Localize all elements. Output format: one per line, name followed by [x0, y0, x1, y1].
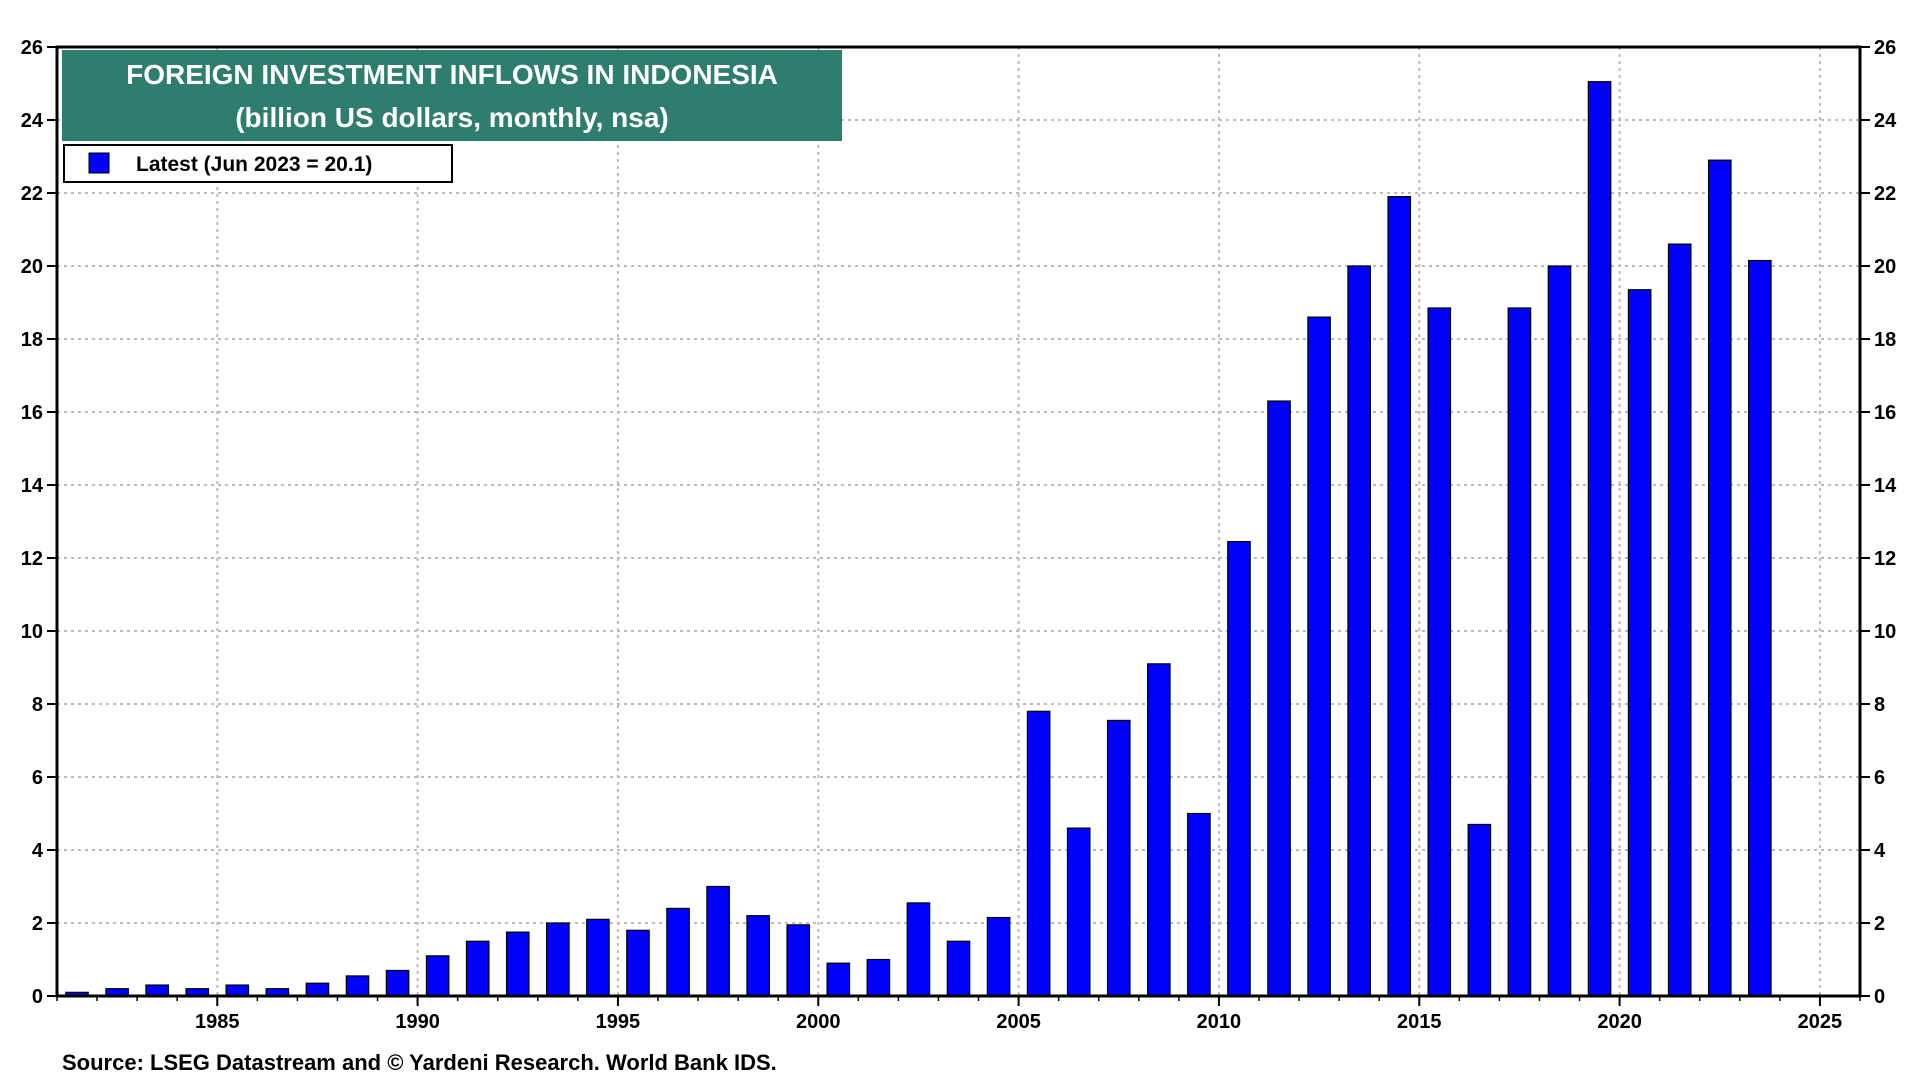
- legend-box: [63, 144, 453, 183]
- bar: [225, 984, 250, 997]
- bar: [465, 940, 490, 997]
- y-tick-label-right: 12: [1874, 548, 1896, 570]
- x-tick-label: 2005: [996, 1011, 1041, 1033]
- y-tick-label-left: 22: [21, 183, 43, 205]
- title-background: [62, 50, 842, 141]
- y-tick-label-left: 18: [21, 329, 43, 351]
- x-tick-label: 1985: [195, 1011, 240, 1033]
- y-tick-label-left: 20: [21, 256, 43, 278]
- x-tick-label: 2025: [1798, 1011, 1843, 1033]
- y-tick-label-left: 0: [32, 986, 43, 1008]
- bar: [305, 982, 330, 997]
- bar: [1106, 719, 1131, 997]
- bar: [1227, 540, 1251, 997]
- plot-frame: [55, 45, 1862, 998]
- y-tick-label-right: 22: [1874, 183, 1896, 205]
- y-tick-label-left: 14: [21, 475, 44, 497]
- bar: [1748, 259, 1772, 997]
- bar: [1147, 663, 1171, 997]
- legend-swatch: [88, 152, 110, 174]
- x-tick-label: 2015: [1397, 1011, 1442, 1033]
- bar: [425, 955, 450, 997]
- y-tick-label-right: 8: [1874, 694, 1885, 716]
- y-tick-label-right: 20: [1874, 256, 1896, 278]
- bar: [1547, 265, 1572, 997]
- bar: [505, 931, 530, 997]
- bar: [946, 940, 971, 997]
- bar: [986, 916, 1011, 997]
- bar: [666, 907, 690, 997]
- bar: [385, 969, 410, 997]
- x-tick-label: 2010: [1197, 1011, 1242, 1033]
- title-box: FOREIGN INVESTMENT INFLOWS IN INDONESIA …: [62, 50, 842, 141]
- y-tick-label-left: 24: [21, 110, 44, 132]
- bar: [1187, 812, 1211, 997]
- chart-title: FOREIGN INVESTMENT INFLOWS IN INDONESIA: [126, 59, 778, 90]
- y-tick-label-left: 16: [21, 402, 43, 424]
- x-tick-label: 2000: [796, 1011, 841, 1033]
- chart-subtitle: (billion US dollars, monthly, nsa): [235, 102, 669, 133]
- y-tick-label-right: 10: [1874, 621, 1896, 643]
- legend: Latest (Jun 2023 = 20.1): [63, 144, 453, 183]
- y-tick-label-right: 14: [1874, 475, 1897, 497]
- y-tick-label-right: 24: [1874, 110, 1897, 132]
- y-tick-label-right: 18: [1874, 329, 1896, 351]
- y-tick-label-left: 6: [32, 767, 43, 789]
- bar: [866, 958, 891, 997]
- bar: [706, 885, 730, 997]
- bar: [1707, 159, 1732, 997]
- bar: [1587, 81, 1612, 997]
- bar: [1507, 307, 1532, 997]
- bar: [1026, 710, 1051, 997]
- bar: [786, 924, 811, 997]
- bar: [826, 962, 851, 997]
- legend-label: Latest (Jun 2023 = 20.1): [136, 153, 372, 176]
- bar: [546, 922, 570, 997]
- y-tick-label-right: 2: [1874, 913, 1885, 935]
- y-tick-label-left: 8: [32, 694, 43, 716]
- x-tick-label: 2020: [1597, 1011, 1642, 1033]
- source-note: Source: LSEG Datastream and © Yardeni Re…: [62, 1050, 777, 1075]
- y-tick-label-left: 12: [21, 548, 43, 570]
- bar: [746, 915, 770, 997]
- bar-series: [65, 81, 1772, 997]
- y-tick-label-right: 6: [1874, 767, 1885, 789]
- bar: [1667, 243, 1692, 997]
- y-tick-label-right: 4: [1874, 840, 1886, 862]
- bar: [1387, 196, 1412, 997]
- bar: [1347, 265, 1371, 997]
- y-tick-label-right: 26: [1874, 37, 1896, 59]
- bar: [345, 975, 370, 997]
- y-tick-label-left: 10: [21, 621, 43, 643]
- x-tick-label: 1990: [395, 1011, 440, 1033]
- y-tick-label-right: 0: [1874, 986, 1885, 1008]
- x-tick-label: 1995: [596, 1011, 641, 1033]
- bar: [1267, 400, 1291, 997]
- bar: [1627, 289, 1652, 997]
- y-tick-label-right: 16: [1874, 402, 1896, 424]
- y-tick-label-left: 26: [21, 37, 43, 59]
- bar: [1467, 823, 1492, 997]
- bar: [586, 918, 610, 997]
- y-tick-label-left: 4: [32, 840, 44, 862]
- bar: [1066, 827, 1091, 997]
- bar: [626, 929, 650, 997]
- bar: [906, 902, 931, 997]
- bar: [1427, 307, 1452, 997]
- bar: [145, 984, 169, 997]
- bar: [1307, 316, 1331, 997]
- y-tick-label-left: 2: [32, 913, 43, 935]
